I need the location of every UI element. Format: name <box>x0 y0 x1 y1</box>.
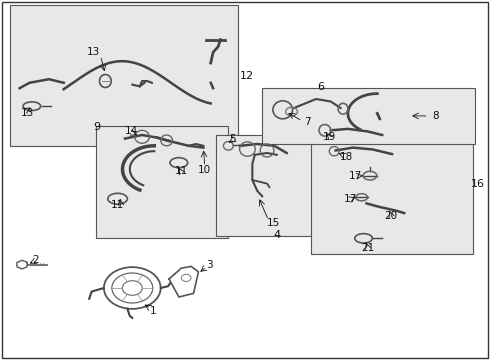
Text: 18: 18 <box>339 152 353 162</box>
Text: 11: 11 <box>111 200 124 210</box>
Text: 7: 7 <box>304 117 311 127</box>
Bar <box>96 126 228 238</box>
Text: 8: 8 <box>432 111 439 121</box>
Text: 20: 20 <box>385 211 397 221</box>
Text: 10: 10 <box>198 165 211 175</box>
Text: 14: 14 <box>124 126 138 136</box>
Text: 9: 9 <box>93 122 100 132</box>
Text: 3: 3 <box>206 260 213 270</box>
Text: 17: 17 <box>349 171 363 181</box>
Text: 4: 4 <box>273 230 280 240</box>
Text: 6: 6 <box>318 82 324 92</box>
Text: 2: 2 <box>32 255 39 265</box>
Bar <box>311 113 473 254</box>
Text: 1: 1 <box>149 306 156 316</box>
Text: 13: 13 <box>86 47 100 57</box>
Text: 13: 13 <box>20 108 34 118</box>
Text: 15: 15 <box>267 218 280 228</box>
Text: 12: 12 <box>240 71 253 81</box>
Text: 17: 17 <box>344 194 358 204</box>
Text: 5: 5 <box>229 134 236 144</box>
Text: 16: 16 <box>471 179 485 189</box>
Bar <box>10 5 238 146</box>
Text: 21: 21 <box>361 243 374 253</box>
Bar <box>262 88 475 144</box>
Text: 11: 11 <box>174 166 188 176</box>
Bar <box>216 135 343 236</box>
Text: 19: 19 <box>323 132 337 142</box>
